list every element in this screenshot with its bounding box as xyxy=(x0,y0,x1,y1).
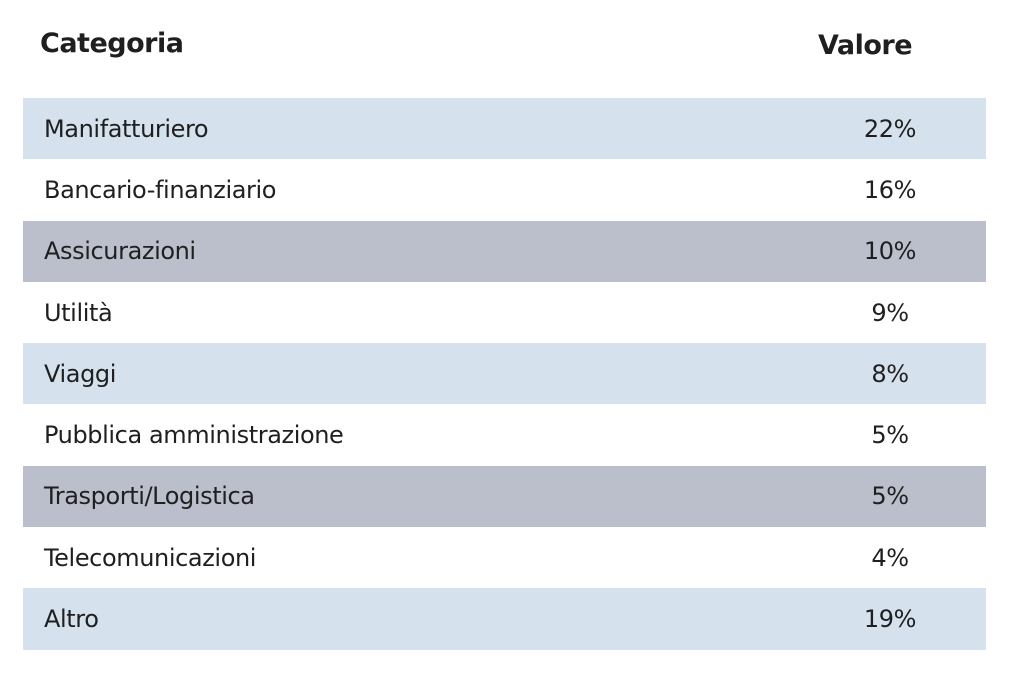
value-cell: 10% xyxy=(863,237,917,266)
value-cell: 9% xyxy=(871,298,909,327)
table-row: Pubblica amministrazione 5% xyxy=(23,404,986,466)
category-cell: Viaggi xyxy=(44,359,117,388)
table-row: Bancario-finanziario 16% xyxy=(23,159,986,221)
category-cell: Trasporti/Logistica xyxy=(44,482,255,511)
category-cell: Manifatturiero xyxy=(44,114,209,143)
value-cell: 16% xyxy=(863,175,917,204)
data-table: Categoria Valore Manifatturiero 22% Bancar… xyxy=(23,0,986,650)
table-row: Utilità 9% xyxy=(23,281,986,344)
category-cell: Utilità xyxy=(44,298,113,327)
column-header-valore: Valore xyxy=(817,30,913,61)
category-cell: Assicurazioni xyxy=(44,237,196,266)
category-cell: Telecomunicazioni xyxy=(44,543,257,572)
value-cell: 22% xyxy=(863,114,917,143)
table-row: Viaggi 8% xyxy=(23,343,986,405)
table-row: Altro 19% xyxy=(23,588,986,650)
table-header: Categoria Valore xyxy=(23,0,986,98)
category-cell: Altro xyxy=(44,605,99,634)
table-row: Manifatturiero 22% xyxy=(23,98,986,160)
column-header-categoria: Categoria xyxy=(40,28,184,59)
table-row: Trasporti/Logistica 5% xyxy=(23,465,986,528)
table-row: Assicurazioni 10% xyxy=(23,220,986,282)
table-body: Manifatturiero 22% Bancario-finanziario 16%… xyxy=(23,98,986,650)
value-cell: 19% xyxy=(863,605,917,634)
category-cell: Pubblica amministrazione xyxy=(44,421,344,450)
value-cell: 4% xyxy=(871,543,909,572)
category-cell: Bancario-finanziario xyxy=(44,175,277,204)
value-cell: 5% xyxy=(871,421,909,450)
table-row: Telecomunicazioni 4% xyxy=(23,527,986,589)
value-cell: 8% xyxy=(871,359,909,388)
value-cell: 5% xyxy=(871,482,909,511)
